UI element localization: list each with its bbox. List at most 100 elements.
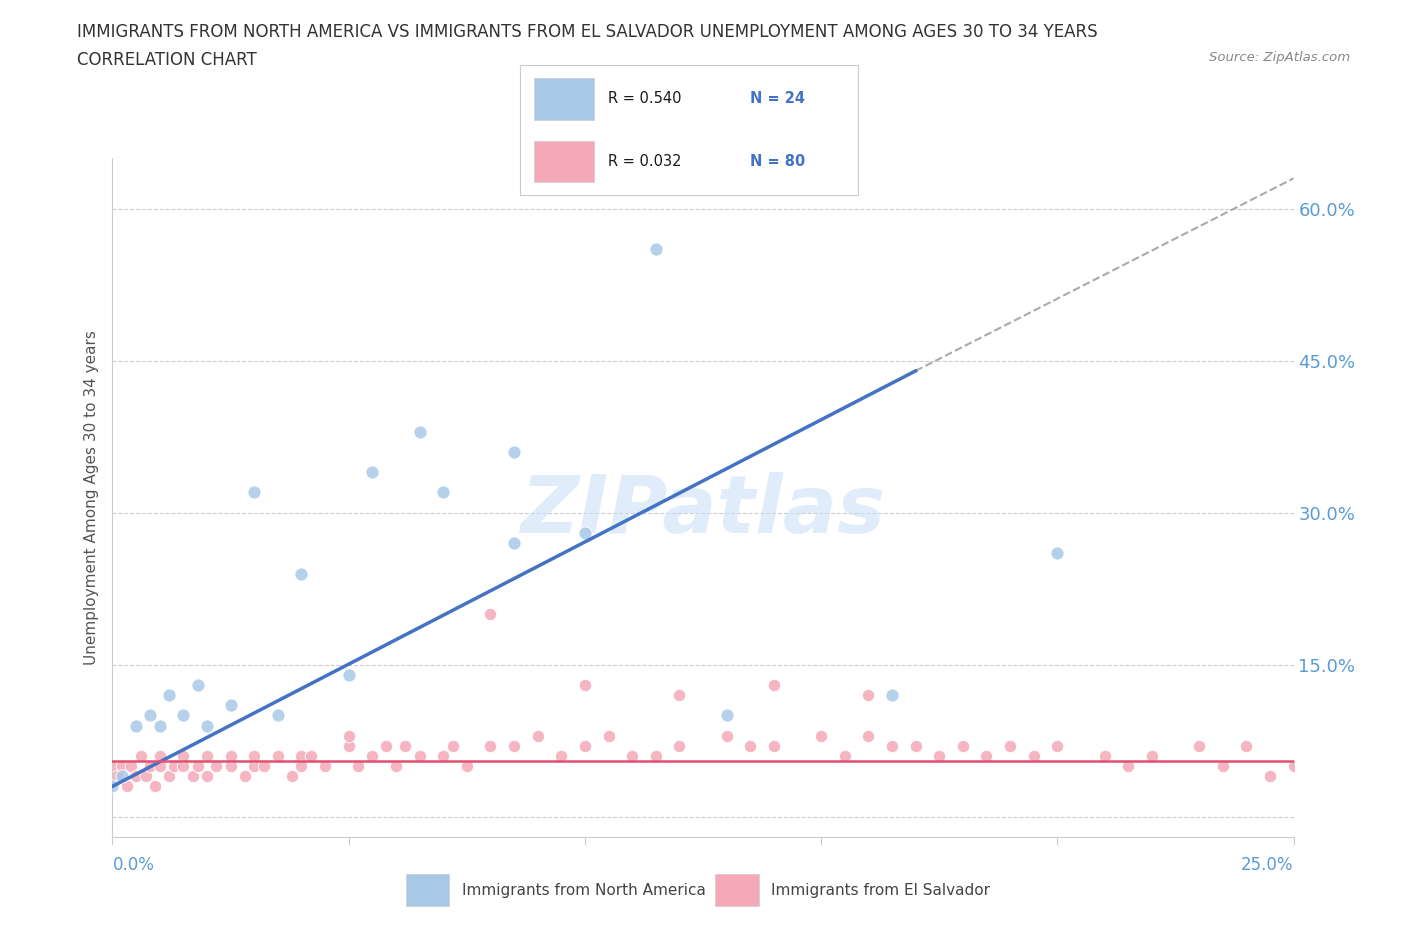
Point [143, 779, 166, 794]
Point [998, 738, 1021, 753]
Point [267, 708, 290, 723]
Point [172, 749, 194, 764]
Point [574, 738, 596, 753]
Point [880, 738, 903, 753]
Point [361, 749, 384, 764]
Point [172, 759, 194, 774]
Point [361, 465, 384, 480]
Point [952, 738, 974, 753]
Point [621, 749, 644, 764]
Point [574, 525, 596, 540]
Point [503, 738, 526, 753]
Point [716, 708, 738, 723]
Point [157, 687, 180, 702]
Point [574, 678, 596, 693]
Point [172, 708, 194, 723]
FancyBboxPatch shape [534, 78, 595, 120]
Point [233, 769, 256, 784]
Point [101, 759, 124, 774]
Text: ZIPatlas: ZIPatlas [520, 472, 886, 551]
Point [195, 749, 218, 764]
Point [101, 779, 124, 794]
Point [385, 759, 408, 774]
Point [503, 536, 526, 551]
Text: 0.0%: 0.0% [112, 856, 155, 873]
Point [479, 606, 502, 621]
Point [347, 759, 370, 774]
Point [904, 738, 927, 753]
Point [337, 668, 360, 683]
Point [219, 749, 242, 764]
Point [111, 759, 134, 774]
Point [195, 769, 218, 784]
Text: R = 0.540: R = 0.540 [607, 91, 682, 106]
Point [503, 445, 526, 459]
Point [1188, 738, 1211, 753]
FancyBboxPatch shape [716, 874, 759, 906]
Point [1234, 738, 1257, 753]
Point [1212, 759, 1234, 774]
Point [408, 749, 430, 764]
Point [740, 738, 762, 753]
Point [479, 738, 502, 753]
Point [394, 738, 416, 753]
Point [281, 769, 304, 784]
Text: Immigrants from El Salvador: Immigrants from El Salvador [770, 883, 990, 897]
Text: N = 24: N = 24 [749, 91, 804, 106]
Point [195, 718, 218, 733]
Text: R = 0.032: R = 0.032 [607, 154, 682, 169]
Point [762, 738, 785, 753]
Point [716, 728, 738, 743]
Point [976, 749, 998, 764]
Point [219, 759, 242, 774]
Point [432, 485, 454, 500]
Point [186, 759, 208, 774]
Point [858, 728, 880, 743]
Text: Immigrants from North America: Immigrants from North America [461, 883, 706, 897]
Point [928, 749, 950, 764]
Point [1258, 769, 1281, 784]
Point [111, 769, 134, 784]
Point [1140, 749, 1163, 764]
Point [139, 708, 162, 723]
Point [408, 424, 430, 439]
Point [1094, 749, 1116, 764]
Point [375, 738, 398, 753]
Point [1046, 546, 1069, 561]
Point [858, 687, 880, 702]
Point [337, 738, 360, 753]
FancyBboxPatch shape [406, 874, 450, 906]
FancyBboxPatch shape [534, 140, 595, 182]
Point [129, 749, 152, 764]
Point [135, 769, 157, 784]
Point [810, 728, 832, 743]
Point [432, 749, 454, 764]
Point [456, 759, 478, 774]
Point [1046, 738, 1069, 753]
Point [253, 759, 276, 774]
Point [290, 759, 312, 774]
Point [1282, 759, 1305, 774]
Text: N = 80: N = 80 [749, 154, 804, 169]
Point [668, 687, 690, 702]
Point [243, 485, 266, 500]
Point [163, 759, 186, 774]
Point [115, 779, 138, 794]
Point [120, 759, 142, 774]
Point [157, 769, 180, 784]
Point [441, 738, 464, 753]
Text: 25.0%: 25.0% [1241, 856, 1294, 873]
Point [219, 698, 242, 712]
Point [125, 718, 148, 733]
Point [668, 738, 690, 753]
Point [1022, 749, 1045, 764]
Point [186, 678, 208, 693]
Point [205, 759, 228, 774]
Text: IMMIGRANTS FROM NORTH AMERICA VS IMMIGRANTS FROM EL SALVADOR UNEMPLOYMENT AMONG : IMMIGRANTS FROM NORTH AMERICA VS IMMIGRA… [77, 23, 1098, 41]
Point [598, 728, 620, 743]
Point [243, 759, 266, 774]
Point [299, 749, 322, 764]
Point [181, 769, 204, 784]
Point [550, 749, 572, 764]
Point [243, 749, 266, 764]
